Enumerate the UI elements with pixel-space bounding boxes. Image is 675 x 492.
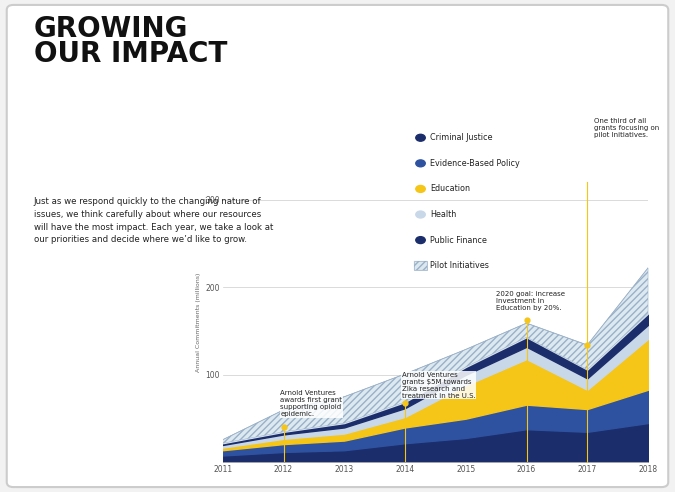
Text: Just as we respond quickly to the changing nature of
issues, we think carefully : Just as we respond quickly to the changi… [34,197,273,245]
Text: Arnold Ventures
grants $5M towards
Zika research and
treatment in the U.S.: Arnold Ventures grants $5M towards Zika … [402,371,476,399]
Text: GROWING
OUR IMPACT: GROWING OUR IMPACT [34,15,227,68]
Y-axis label: Annual Commitments (millions): Annual Commitments (millions) [196,273,201,372]
Text: Education: Education [430,184,470,193]
Text: 2020 goal: increase
Investment in
Education by 20%.: 2020 goal: increase Investment in Educat… [496,291,565,311]
Text: Arnold Ventures
awards first grant
supporting opioid
epidemic.: Arnold Ventures awards first grant suppo… [281,390,342,417]
Text: Public Finance: Public Finance [430,236,487,245]
Text: Criminal Justice: Criminal Justice [430,133,493,142]
Text: Health: Health [430,210,456,219]
Text: One third of all
grants focusing on
pilot Initiatives.: One third of all grants focusing on pilo… [594,118,659,138]
Text: Pilot Initiatives: Pilot Initiatives [430,261,489,270]
Text: Evidence-Based Policy: Evidence-Based Policy [430,159,520,168]
